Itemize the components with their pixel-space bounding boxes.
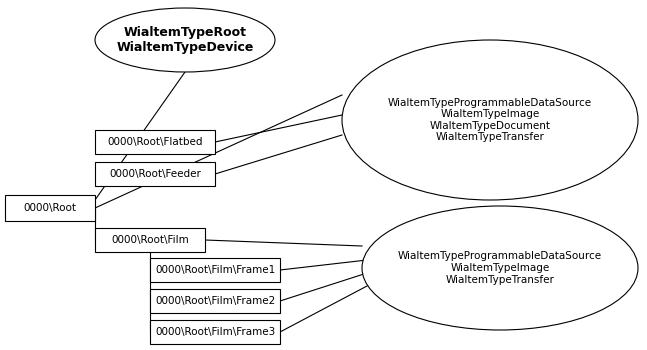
Text: 0000\Root\Film\Frame3: 0000\Root\Film\Frame3	[155, 327, 275, 337]
Text: 0000\Root\Film\Frame2: 0000\Root\Film\Frame2	[155, 296, 275, 306]
FancyBboxPatch shape	[95, 228, 205, 252]
Text: 0000\Root\Film: 0000\Root\Film	[111, 235, 189, 245]
Text: 0000\Root\Flatbed: 0000\Root\Flatbed	[107, 137, 203, 147]
Text: WialtemTypeRoot
WialtemTypeDevice: WialtemTypeRoot WialtemTypeDevice	[116, 26, 254, 54]
FancyBboxPatch shape	[95, 130, 215, 154]
Ellipse shape	[342, 40, 638, 200]
FancyBboxPatch shape	[150, 320, 280, 344]
Text: 0000\Root: 0000\Root	[23, 203, 76, 213]
FancyBboxPatch shape	[5, 195, 95, 221]
Text: WialtemTypeProgrammableDataSource
WialtemTypeImage
WialtemTypeTransfer: WialtemTypeProgrammableDataSource Wialte…	[398, 251, 602, 285]
FancyBboxPatch shape	[150, 258, 280, 282]
Ellipse shape	[95, 8, 275, 72]
Text: WialtemTypeProgrammableDataSource
WialtemTypeImage
WIaltemTypeDocument
WialtemTy: WialtemTypeProgrammableDataSource Wialte…	[388, 98, 592, 142]
FancyBboxPatch shape	[150, 289, 280, 313]
Text: 0000\Root\Feeder: 0000\Root\Feeder	[109, 169, 201, 179]
Text: 0000\Root\Film\Frame1: 0000\Root\Film\Frame1	[155, 265, 275, 275]
FancyBboxPatch shape	[95, 162, 215, 186]
Ellipse shape	[362, 206, 638, 330]
